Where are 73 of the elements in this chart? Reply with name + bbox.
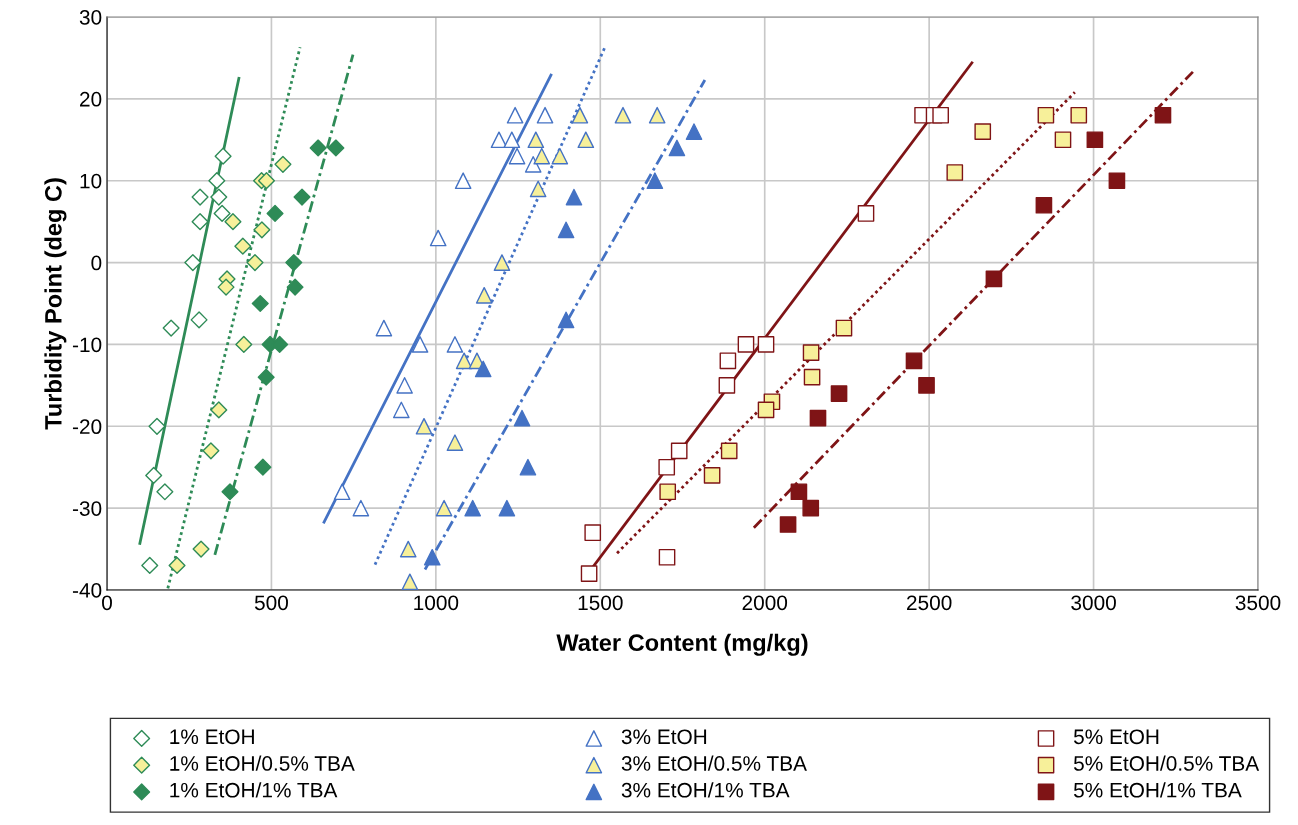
point	[429, 229, 447, 247]
point	[524, 156, 542, 173]
point	[392, 401, 410, 419]
point	[646, 172, 664, 190]
point	[423, 548, 441, 566]
x-tick-label: 3500	[1235, 595, 1281, 611]
legend-label: 1% EtOH/0.5% TBA	[170, 755, 355, 771]
y-tick-label: -10	[72, 337, 102, 353]
legend-label: 1% EtOH	[170, 729, 254, 745]
legend-label: 5% EtOH	[1073, 729, 1159, 745]
point	[985, 270, 1003, 288]
x-tick-label: 1000	[414, 595, 459, 611]
legend-label: 3% EtOH/1% TBA	[621, 782, 790, 798]
point	[571, 106, 589, 124]
point	[551, 147, 569, 165]
point	[464, 499, 482, 517]
point	[446, 336, 464, 353]
y-tick-label: -20	[72, 419, 102, 435]
y-axis-title: Turbidity Point (deg C)	[44, 178, 67, 430]
point	[435, 499, 453, 517]
point	[809, 409, 827, 427]
y-tick-label: -30	[72, 501, 102, 516]
x-tick-label: 2000	[742, 595, 788, 611]
y-tick-label: 0	[91, 255, 102, 271]
x-tick-label: 3000	[1071, 595, 1116, 611]
x-tick-label: 500	[254, 595, 288, 611]
point	[513, 409, 531, 427]
legend-label: 3% EtOH	[621, 729, 707, 745]
point	[529, 180, 547, 198]
point	[835, 319, 853, 337]
point	[455, 352, 473, 370]
point	[352, 499, 370, 517]
point	[557, 221, 575, 239]
point	[375, 319, 393, 337]
point	[415, 417, 433, 435]
point	[527, 131, 545, 149]
point	[757, 401, 775, 419]
y-tick-label: 30	[79, 10, 102, 25]
point	[498, 499, 516, 517]
y-tick-label: -40	[72, 583, 102, 598]
point	[533, 147, 551, 165]
point	[333, 483, 351, 501]
point	[474, 360, 492, 378]
point	[565, 188, 583, 206]
point	[399, 540, 417, 558]
point	[454, 172, 472, 190]
point	[614, 106, 632, 124]
y-tick-label: 10	[80, 173, 102, 189]
point	[508, 147, 526, 165]
legend-label: 5% EtOH/1% TBA	[1073, 782, 1242, 798]
point	[506, 106, 524, 124]
y-tick-label: 20	[80, 91, 102, 107]
point	[668, 139, 686, 157]
point	[577, 131, 595, 149]
point	[401, 573, 419, 590]
x-axis-title: Water Content (mg/kg)	[556, 633, 808, 656]
point	[411, 336, 429, 353]
point	[396, 377, 413, 394]
x-tick-label: 0	[102, 595, 112, 611]
point	[536, 106, 554, 124]
point	[685, 123, 703, 140]
point	[446, 434, 464, 451]
point	[475, 286, 493, 304]
x-tick-label: 2500	[907, 595, 952, 611]
legend-label: 3% EtOH/0.5% TBA	[621, 755, 807, 771]
point	[503, 131, 521, 149]
point	[493, 254, 511, 271]
legend-label: 1% EtOH/1% TBA	[170, 782, 338, 798]
x-tick-label: 1500	[578, 595, 623, 611]
point	[648, 106, 666, 124]
legend-label: 5% EtOH/0.5% TBA	[1073, 755, 1260, 771]
point	[519, 458, 537, 476]
point	[557, 311, 575, 329]
